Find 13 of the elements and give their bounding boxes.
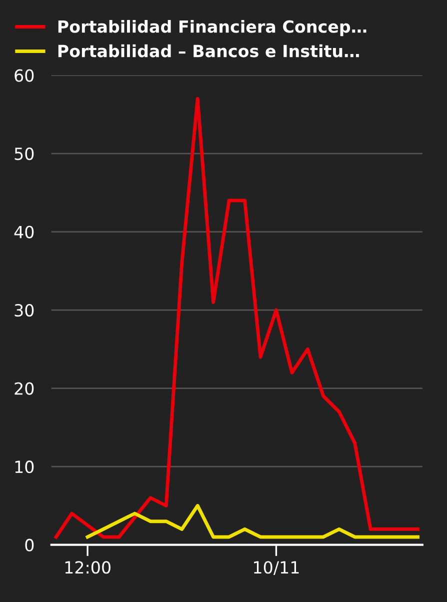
y-tick-label: 40 bbox=[14, 226, 34, 238]
x-tick-label: 10/11 bbox=[254, 561, 299, 575]
y-tick-label: 60 bbox=[14, 69, 34, 82]
line-series bbox=[54, 96, 420, 539]
y-tick-label: 20 bbox=[14, 382, 34, 395]
y-tick-label: 50 bbox=[14, 147, 34, 160]
legend-label: Portabilidad – Bancos e Institu… bbox=[58, 44, 359, 58]
y-tick-label: 30 bbox=[14, 304, 34, 317]
line-series bbox=[86, 504, 420, 539]
y-tick-label: 0 bbox=[25, 538, 34, 552]
legend-label: Portabilidad Financiera Concep… bbox=[58, 20, 366, 36]
y-tick-label: 10 bbox=[15, 460, 34, 474]
x-tick-label: 12:00 bbox=[65, 561, 110, 574]
